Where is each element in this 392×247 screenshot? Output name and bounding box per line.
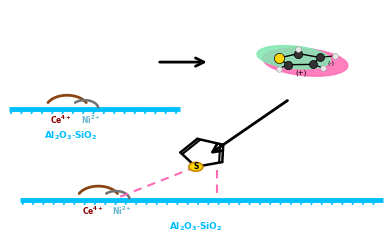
Ellipse shape [263, 48, 348, 76]
Point [320, 66, 326, 70]
Circle shape [189, 162, 203, 171]
Point [285, 63, 291, 67]
Point [332, 54, 338, 58]
Text: $\mathbf{Ce^{4+}}$: $\mathbf{Ce^{4+}}$ [82, 205, 103, 217]
Text: $\mathbf{Ce^{4+}}$: $\mathbf{Ce^{4+}}$ [51, 114, 72, 126]
Text: $\mathbf{Al_2O_3}$-$\mathbf{SiO_2}$: $\mathbf{Al_2O_3}$-$\mathbf{SiO_2}$ [44, 129, 98, 142]
Text: S: S [279, 54, 283, 59]
Point [276, 67, 282, 71]
Point [295, 52, 301, 56]
Ellipse shape [257, 45, 330, 69]
Point [276, 56, 282, 60]
Text: $\mathbf{Al_2O_3}$-$\mathbf{SiO_2}$: $\mathbf{Al_2O_3}$-$\mathbf{SiO_2}$ [169, 220, 223, 233]
Text: (-): (-) [327, 61, 334, 66]
Point [316, 56, 323, 60]
Point [310, 62, 316, 66]
Text: (+): (+) [296, 70, 307, 76]
Point [294, 47, 301, 51]
Text: S: S [193, 162, 198, 171]
Text: $\mathbf{Ni^{2+}}$: $\mathbf{Ni^{2+}}$ [81, 114, 100, 126]
Text: $\mathbf{Ni^{2+}}$: $\mathbf{Ni^{2+}}$ [112, 205, 132, 217]
